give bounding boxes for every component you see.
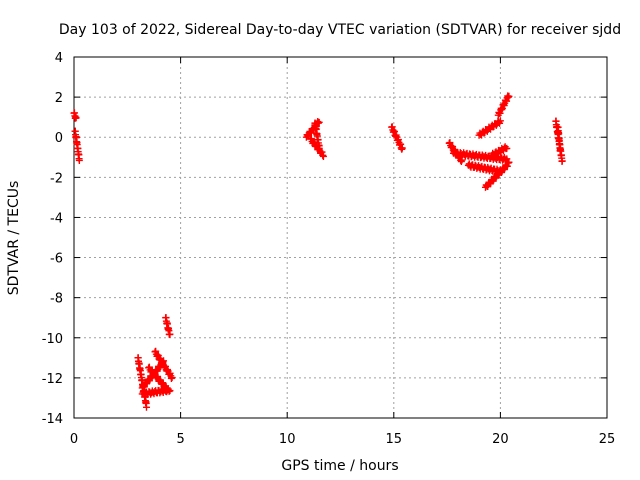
y-tick-label: -8 xyxy=(50,292,63,307)
y-tick-label: 2 xyxy=(55,91,63,106)
data-point xyxy=(556,147,564,155)
data-point xyxy=(505,92,513,100)
data-point xyxy=(503,162,511,170)
y-tick-label: -10 xyxy=(42,332,63,347)
x-tick-label: 0 xyxy=(70,432,78,447)
x-tick-label: 25 xyxy=(599,432,616,447)
chart-title: Day 103 of 2022, Sidereal Day-to-day VTE… xyxy=(59,22,621,38)
y-axis-label: SDTVAR / TECUs xyxy=(6,181,22,296)
y-tick-label: -14 xyxy=(42,412,63,427)
data-point xyxy=(318,148,326,156)
plot-frame xyxy=(73,56,608,419)
grid-layer xyxy=(74,57,607,418)
data-point xyxy=(315,118,323,126)
y-tick-label: -12 xyxy=(42,372,63,387)
data-point xyxy=(168,374,176,382)
data-point xyxy=(319,151,327,159)
data-point xyxy=(142,403,150,411)
x-axis-label: GPS time / hours xyxy=(281,458,398,474)
x-tick-label: 10 xyxy=(279,432,296,447)
x-tick-label: 20 xyxy=(492,432,509,447)
data-point xyxy=(503,144,511,152)
data-point xyxy=(398,144,406,152)
data-point xyxy=(165,387,173,395)
y-tick-label: 0 xyxy=(55,131,63,146)
y-tick-label: -2 xyxy=(50,171,63,186)
data-point xyxy=(75,156,83,164)
y-tick-label: -6 xyxy=(50,252,63,267)
y-tick-label: 4 xyxy=(55,51,63,66)
data-point xyxy=(72,114,80,122)
data-point xyxy=(166,330,174,338)
marks-layer xyxy=(70,92,566,411)
data-point xyxy=(315,142,323,150)
y-tick-label: -4 xyxy=(50,211,63,226)
data-point xyxy=(319,152,327,160)
x-tick-label: 15 xyxy=(386,432,403,447)
data-point xyxy=(496,117,504,125)
data-point xyxy=(504,159,512,167)
data-point xyxy=(166,387,174,395)
x-tick-label: 5 xyxy=(176,432,184,447)
data-point xyxy=(558,157,566,165)
data-point xyxy=(505,158,513,166)
